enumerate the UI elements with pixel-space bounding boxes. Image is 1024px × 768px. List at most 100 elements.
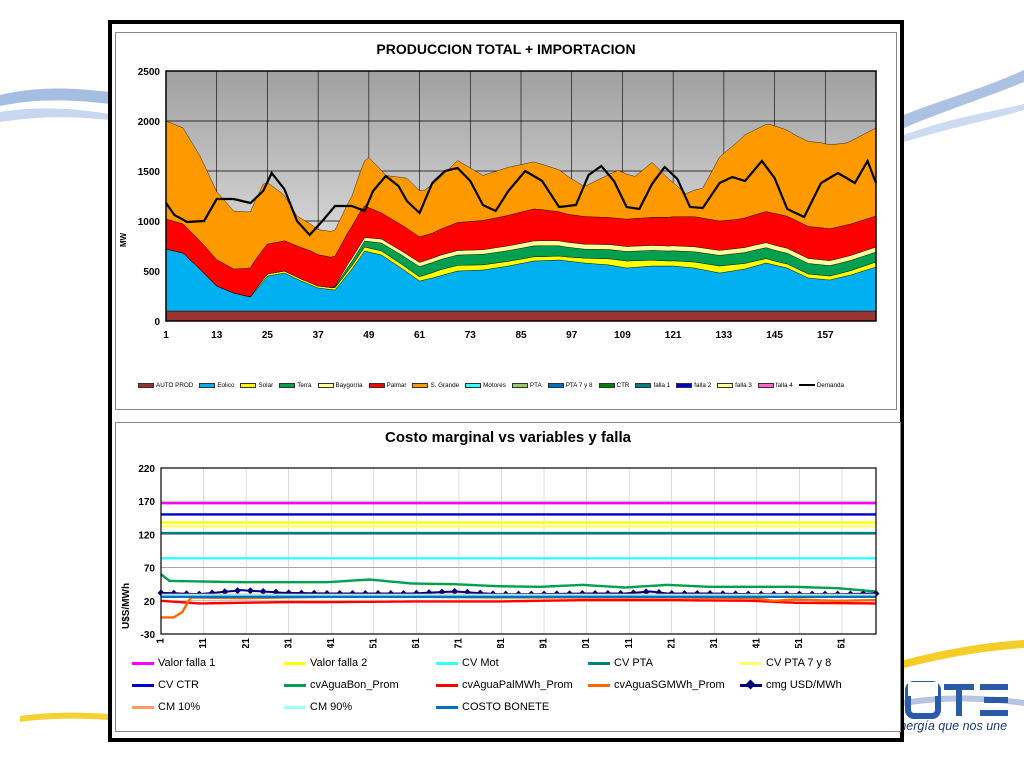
legend-label: falla 2 xyxy=(694,381,712,389)
legend-marker xyxy=(745,679,756,689)
legend-item: Motores xyxy=(465,382,506,389)
x-tick-label: 61 xyxy=(414,330,426,341)
y-tick-label: 1000 xyxy=(138,217,161,228)
legend-label: cvAguaPalMWh_Prom xyxy=(462,679,573,691)
y-tick-label: 0 xyxy=(154,317,160,328)
legend-item: falla 4 xyxy=(757,381,793,389)
x-tick-label: 61 xyxy=(411,638,422,648)
decor-yellow-left xyxy=(20,712,108,722)
x-tick-label: 51 xyxy=(368,638,379,648)
legend-item: Terra xyxy=(279,381,312,389)
marginal-cost-chart-panel: Costo marginal vs variables y falla U$S/… xyxy=(115,422,901,732)
legend-item: S. Grande xyxy=(412,382,459,389)
x-tick-label: 41 xyxy=(326,638,337,648)
x-tick-label: 111 xyxy=(624,638,635,648)
line-cvaguapalmwh-prom xyxy=(160,598,877,605)
y-tick-label: 1500 xyxy=(138,167,161,178)
ute-logo xyxy=(905,681,1008,719)
legend-swatch xyxy=(635,382,652,388)
legend-swatch xyxy=(717,382,734,388)
x-tick-label: 13 xyxy=(211,330,223,341)
legend-swatch xyxy=(676,382,693,388)
legend-item: CV Mot xyxy=(436,657,588,669)
legend-item: cvAguaSGMWh_Prom xyxy=(588,679,740,691)
legend-item: Solar xyxy=(240,382,273,389)
diamond-marker xyxy=(425,589,433,597)
diamond-marker xyxy=(412,589,420,597)
production-chart-panel: PRODUCCION TOTAL + IMPORTACION MW 0 500 10… xyxy=(115,32,897,410)
x-tick-label: 133 xyxy=(716,330,733,341)
legend-swatch xyxy=(132,661,154,665)
legend-label: PTA xyxy=(529,381,542,389)
x-tick-label: 11 xyxy=(198,638,209,648)
legend-label: cvAguaSGMWh_Prom xyxy=(614,679,725,691)
legend-item: falla 1 xyxy=(635,382,670,389)
legend-swatch xyxy=(598,382,615,388)
legend-label: CV PTA xyxy=(614,657,653,669)
x-tick-label: 37 xyxy=(313,330,325,341)
x-tick-label: 73 xyxy=(465,330,477,341)
legend-label: S. Grande xyxy=(430,381,460,389)
legend-item: AUTO PROD xyxy=(138,382,193,389)
legend-item: PTA xyxy=(511,381,542,389)
legend-swatch xyxy=(436,705,458,709)
plot-border xyxy=(160,467,877,635)
legend-label: Valor falla 2 xyxy=(310,657,368,669)
legend-label: Valor falla 1 xyxy=(158,657,216,669)
decor-swoosh-left xyxy=(0,88,110,106)
decor-swoosh-right-2 xyxy=(904,104,1024,142)
legend-swatch xyxy=(588,661,610,665)
x-tick-label: 21 xyxy=(241,638,252,648)
chart-title: Costo marginal vs variables y falla xyxy=(385,429,631,446)
diamond-marker xyxy=(629,589,637,597)
legend-label: cmg USD/MWh xyxy=(766,679,842,691)
x-tick-label: 85 xyxy=(515,330,527,341)
legend-swatch xyxy=(284,683,306,687)
y-tick-label: 2500 xyxy=(138,67,161,78)
y-tick-label: 220 xyxy=(138,464,155,475)
legend-swatch xyxy=(465,382,482,388)
legend-swatch xyxy=(588,683,610,687)
legend-swatch xyxy=(436,683,458,687)
legend-item: Valor falla 1 xyxy=(132,657,284,669)
legend-item: cvAguaPalMWh_Prom xyxy=(436,679,588,691)
x-tick-label: 121 xyxy=(666,638,677,648)
legend-item: cvAguaBon_Prom xyxy=(284,679,436,691)
legend-item: falla 2 xyxy=(676,382,711,389)
diamond-marker xyxy=(246,587,254,595)
legend-swatch xyxy=(138,382,154,388)
legend-label: Baygorria xyxy=(335,381,363,389)
marginal-cost-legend: Valor falla 1 Valor falla 2 CV Mot CV PTA CV… xyxy=(132,657,892,713)
y-tick-label: 500 xyxy=(143,267,160,278)
x-tick-label: 161 xyxy=(837,638,848,648)
legend-item: CV PTA xyxy=(588,657,740,669)
legend-item: CM 90% xyxy=(284,701,436,713)
line-demanda xyxy=(165,158,878,237)
production-legend: AUTO PROD Eolico Solar Terra Baygorria Palmar… xyxy=(138,379,888,391)
legend-swatch xyxy=(240,382,257,388)
legend-label: CV CTR xyxy=(158,679,199,691)
legend-item: Valor falla 2 xyxy=(284,657,436,669)
legend-swatch xyxy=(436,661,458,665)
x-tick-label: 151 xyxy=(794,638,805,648)
x-tick-label: 81 xyxy=(496,638,507,648)
x-tick-label: 1 xyxy=(156,638,167,644)
x-tick-label: 49 xyxy=(363,330,375,341)
legend-swatch xyxy=(284,705,306,709)
legend-item: CV CTR xyxy=(132,679,284,691)
x-tick-label: 109 xyxy=(614,330,631,341)
legend-label: falla 1 xyxy=(653,381,671,389)
diamond-marker xyxy=(451,588,459,596)
legend-label: Terra xyxy=(297,381,312,389)
legend-item: PTA 7 y 8 xyxy=(547,382,593,389)
y-tick-label: 2000 xyxy=(138,117,161,128)
legend-label: falla 4 xyxy=(775,381,793,389)
plot-area xyxy=(161,468,876,634)
x-tick-label: 1 xyxy=(163,330,169,341)
legend-item: Demanda xyxy=(798,382,844,389)
legend-item: cmg USD/MWh xyxy=(740,679,892,691)
y-tick-label: 70 xyxy=(144,564,156,575)
legend-label: Eolico xyxy=(217,381,235,389)
legend-swatch xyxy=(757,382,774,388)
x-tick-label: 131 xyxy=(709,638,720,648)
